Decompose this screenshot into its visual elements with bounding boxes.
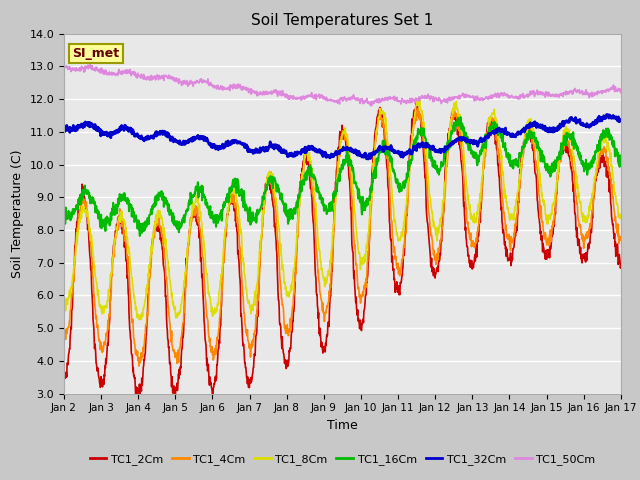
TC1_4Cm (429, 252, 437, 258)
TC1_2Cm (135, 398, 143, 404)
Legend: TC1_2Cm, TC1_4Cm, TC1_8Cm, TC1_16Cm, TC1_32Cm, TC1_50Cm: TC1_2Cm, TC1_4Cm, TC1_8Cm, TC1_16Cm, TC1… (85, 450, 600, 469)
TC1_2Cm (246, 381, 254, 386)
TC1_2Cm (184, 240, 192, 246)
Line: TC1_4Cm: TC1_4Cm (64, 108, 621, 366)
TC1_16Cm (60, 213, 68, 218)
Line: TC1_32Cm: TC1_32Cm (64, 115, 621, 159)
TC1_16Cm (457, 114, 465, 120)
TC1_16Cm (171, 222, 179, 228)
Line: TC1_2Cm: TC1_2Cm (64, 102, 621, 401)
TC1_32Cm (364, 156, 372, 162)
TC1_2Cm (60, 368, 68, 373)
TC1_2Cm (171, 386, 179, 392)
TC1_32Cm (184, 140, 191, 145)
TC1_16Cm (617, 159, 625, 165)
TC1_16Cm (136, 233, 143, 239)
TC1_50Cm (60, 64, 68, 70)
TC1_32Cm (60, 124, 68, 130)
TC1_50Cm (171, 78, 179, 84)
TC1_8Cm (137, 317, 145, 323)
TC1_8Cm (60, 290, 68, 296)
TC1_32Cm (603, 112, 611, 118)
TC1_4Cm (414, 106, 422, 111)
TC1_4Cm (617, 238, 625, 243)
TC1_32Cm (551, 125, 559, 131)
TC1_2Cm (552, 211, 559, 217)
X-axis label: Time: Time (327, 419, 358, 432)
TC1_50Cm (617, 89, 625, 95)
TC1_50Cm (86, 62, 94, 68)
TC1_50Cm (367, 103, 375, 109)
TC1_50Cm (184, 81, 192, 86)
TC1_2Cm (617, 263, 625, 269)
TC1_2Cm (502, 253, 510, 259)
TC1_8Cm (416, 96, 424, 101)
TC1_16Cm (429, 158, 437, 164)
TC1_32Cm (617, 117, 625, 122)
TC1_32Cm (170, 136, 178, 142)
TC1_16Cm (552, 160, 559, 166)
Y-axis label: Soil Temperature (C): Soil Temperature (C) (11, 149, 24, 278)
TC1_4Cm (60, 339, 68, 345)
TC1_50Cm (429, 94, 437, 99)
TC1_4Cm (502, 225, 510, 230)
TC1_8Cm (246, 304, 254, 310)
Text: SI_met: SI_met (72, 47, 120, 60)
TC1_50Cm (552, 94, 559, 99)
TC1_4Cm (135, 363, 143, 369)
TC1_32Cm (429, 143, 437, 149)
TC1_16Cm (184, 207, 192, 213)
TC1_50Cm (502, 92, 510, 98)
TC1_4Cm (246, 354, 254, 360)
TC1_2Cm (429, 273, 437, 279)
TC1_50Cm (246, 88, 254, 94)
TC1_2Cm (412, 99, 420, 105)
Title: Soil Temperatures Set 1: Soil Temperatures Set 1 (252, 13, 433, 28)
TC1_8Cm (429, 224, 437, 230)
TC1_32Cm (246, 147, 254, 153)
TC1_8Cm (502, 200, 510, 205)
Line: TC1_16Cm: TC1_16Cm (64, 117, 621, 236)
TC1_8Cm (617, 213, 625, 218)
TC1_4Cm (552, 202, 559, 207)
TC1_4Cm (184, 246, 192, 252)
TC1_8Cm (171, 307, 179, 312)
TC1_8Cm (184, 240, 192, 246)
TC1_16Cm (502, 151, 510, 157)
Line: TC1_50Cm: TC1_50Cm (64, 65, 621, 106)
TC1_8Cm (552, 190, 559, 196)
TC1_32Cm (502, 129, 509, 135)
TC1_4Cm (171, 350, 179, 356)
Line: TC1_8Cm: TC1_8Cm (64, 98, 621, 320)
TC1_16Cm (246, 222, 254, 228)
